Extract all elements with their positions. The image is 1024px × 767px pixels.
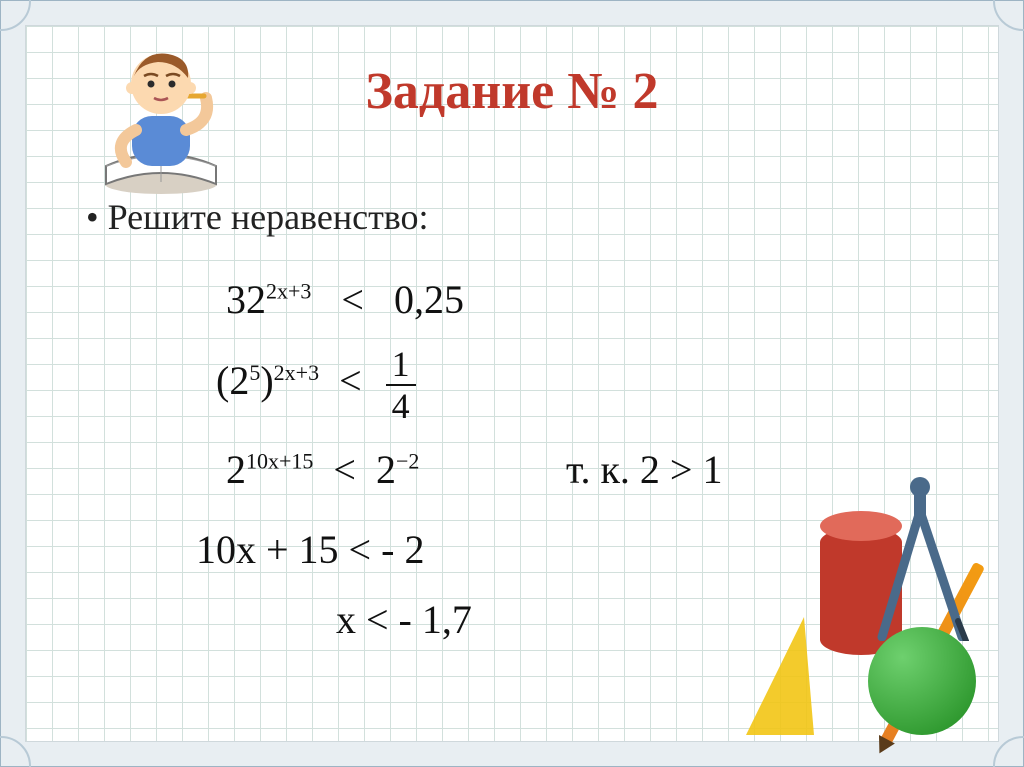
outer-exp: 2x+3	[274, 360, 319, 385]
lhs-close: )	[260, 358, 273, 403]
set-square-icon	[746, 617, 814, 735]
slide-title: Задание № 2	[26, 62, 998, 121]
rhs: 0,25	[394, 277, 464, 322]
rhs-base: 2	[376, 447, 396, 492]
sphere-icon	[868, 627, 976, 735]
inequality-row-3: 210x+15 < 2−2	[226, 446, 419, 493]
geometry-shapes-icon	[688, 481, 988, 741]
inequality-row-2: (25)2x+3 < 1 4	[216, 346, 420, 418]
lhs-exp: 10x+15	[246, 449, 313, 474]
task-prompt: Решите неравенство:	[86, 196, 429, 238]
exponent: 2x+3	[266, 279, 311, 304]
rhs-exp: −2	[396, 449, 419, 474]
lhs-open: (2	[216, 358, 249, 403]
operator: <	[341, 277, 364, 322]
lhs-base: 2	[226, 447, 246, 492]
slide-content: Задание № 2 Решите неравенство: 322x+3 <…	[25, 25, 999, 742]
numerator: 1	[386, 346, 416, 384]
operator: <	[333, 447, 356, 492]
solution-step-2: x < - 1,7	[336, 596, 472, 643]
compass-icon	[860, 471, 980, 641]
slide-frame: Задание № 2 Решите неравенство: 322x+3 <…	[0, 0, 1024, 767]
inequality-row-1: 322x+3 < 0,25	[226, 276, 464, 323]
fraction: 1 4	[386, 346, 416, 424]
denominator: 4	[386, 384, 416, 424]
base: 32	[226, 277, 266, 322]
solution-step-1: 10x + 15 < - 2	[196, 526, 424, 573]
inner-exp: 5	[249, 360, 260, 385]
operator: <	[339, 358, 362, 403]
